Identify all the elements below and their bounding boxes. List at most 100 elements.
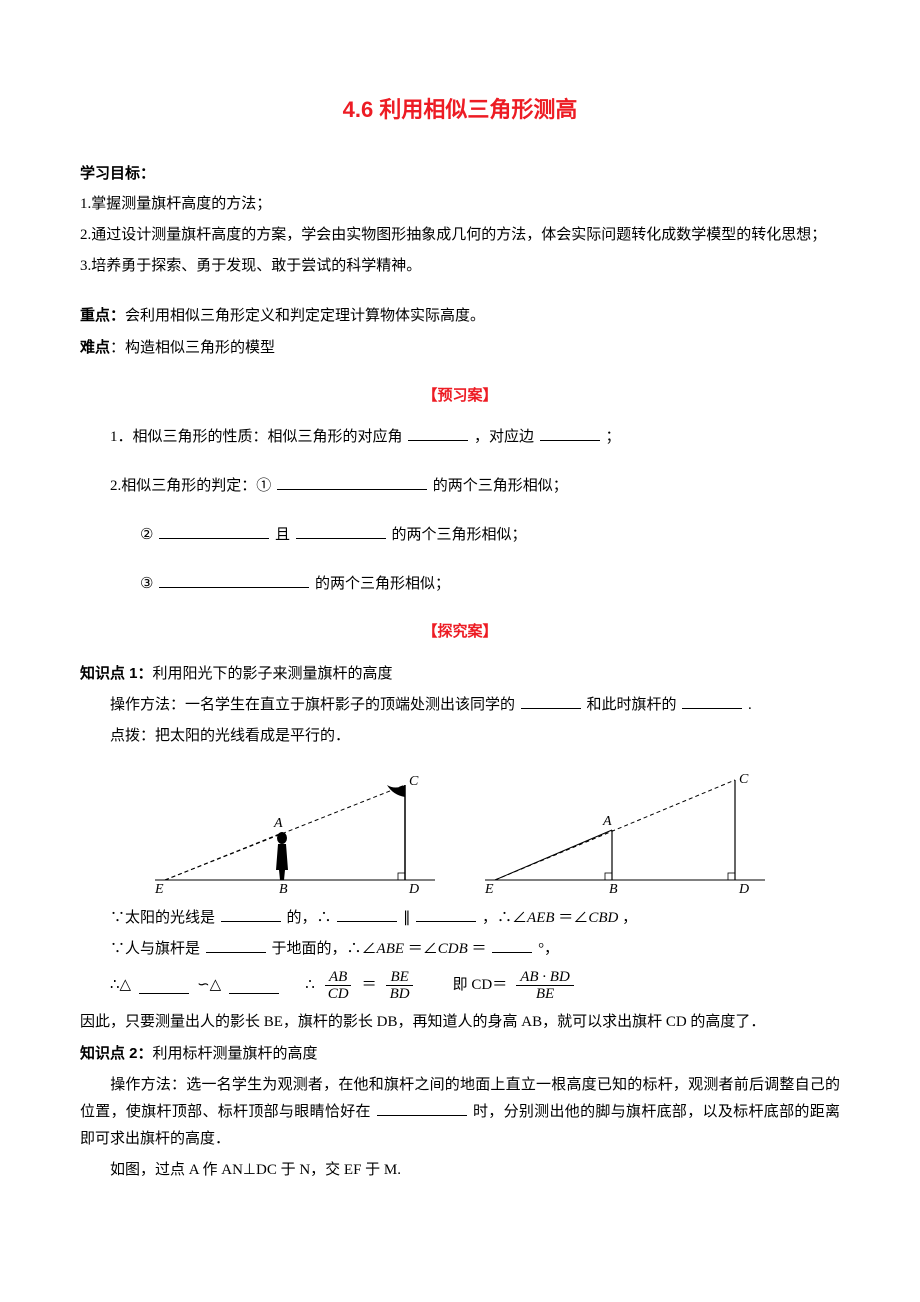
text: ，∴∠ xyxy=(482,910,527,926)
person-icon xyxy=(276,832,288,880)
kp2-label: 知识点 2： xyxy=(80,1045,153,1062)
learning-goal-3: 3.培养勇于探索、勇于发现、敢于尝试的科学精神。 xyxy=(80,253,840,280)
text: 的两个三角形相似； xyxy=(391,527,526,543)
blank xyxy=(682,693,742,709)
angle: CDB xyxy=(438,941,468,957)
text: ∽△ xyxy=(197,972,221,999)
hardpoint-row: 难点：构造相似三角形的模型 xyxy=(80,334,840,362)
text: ③ xyxy=(140,576,153,592)
label-A: A xyxy=(602,814,612,829)
kp1-operation: 操作方法：一名学生在直立于旗杆影子的顶端处测出该同学的 和此时旗杆的 . xyxy=(80,692,840,719)
text: ∴ xyxy=(305,972,315,999)
keypoint-label: 重点： xyxy=(80,307,125,324)
text: ∵人与旗杆是 xyxy=(110,941,200,957)
kp1-title: 利用阳光下的影子来测量旗杆的高度 xyxy=(153,666,393,682)
diagram-row: A B C D E A B C D E xyxy=(80,765,840,895)
label-A: A xyxy=(273,816,283,831)
text: ＝∠ xyxy=(408,941,438,957)
blank xyxy=(540,425,600,441)
blank xyxy=(416,906,476,922)
text: 2.相似三角形的判定：① xyxy=(110,478,271,494)
learning-goal-2: 2.通过设计测量旗杆高度的方案，学会由实物图形抽象成几何的方法，体会实际问题转化… xyxy=(80,222,840,249)
label-E: E xyxy=(484,882,494,895)
text: . xyxy=(748,697,752,713)
page-title: 4.6 利用相似三角形测高 xyxy=(80,90,840,130)
angle: CBD xyxy=(588,910,618,926)
kp2-figure-text: 如图，过点 A 作 AN⊥DC 于 N，交 EF 于 M. xyxy=(80,1157,840,1184)
text: 的两个三角形相似； xyxy=(315,576,450,592)
keypoint-row: 重点：会利用相似三角形定义和判定定理计算物体实际高度。 xyxy=(80,302,840,330)
keypoint-text: 会利用相似三角形定义和判定定理计算物体实际高度。 xyxy=(125,308,485,324)
learning-goal-1: 1.掌握测量旗杆高度的方法； xyxy=(80,191,840,218)
label-B: B xyxy=(279,882,288,895)
kp1-label: 知识点 1： xyxy=(80,665,153,682)
text: 操作方法：一名学生在直立于旗杆影子的顶端处测出该同学的 xyxy=(110,697,515,713)
text: ， xyxy=(622,910,637,926)
fraction-3: AB · BD BE xyxy=(516,969,574,1003)
text: ； xyxy=(606,429,621,445)
equals: ＝ xyxy=(362,972,377,999)
numerator: AB xyxy=(325,969,351,987)
text: ② xyxy=(140,527,153,543)
learning-goal-header: 学习目标： xyxy=(80,160,840,187)
deriv-line-2: ∵人与旗杆是 于地面的，∴∠ABE ＝∠CDB ＝ °， xyxy=(80,936,840,963)
kp1-hint: 点拨：把太阳的光线看成是平行的． xyxy=(80,723,840,750)
fraction-1: AB CD xyxy=(324,969,353,1003)
denominator: BD xyxy=(386,986,414,1003)
text: ＝ xyxy=(472,941,487,957)
label-D: D xyxy=(408,882,419,895)
label-E: E xyxy=(154,882,164,895)
text: ∥ xyxy=(403,910,411,926)
text: 的，∴ xyxy=(287,910,332,926)
diagram-left: A B C D E xyxy=(145,765,445,895)
text: 和此时旗杆的 xyxy=(587,697,677,713)
blank xyxy=(221,906,281,922)
kp1-row: 知识点 1：利用阳光下的影子来测量旗杆的高度 xyxy=(80,660,840,688)
hardpoint-label: 难点 xyxy=(80,339,110,356)
blank xyxy=(229,978,279,994)
deriv-line-1: ∵太阳的光线是 的，∴ ∥ ，∴∠AEB ＝∠CBD ， xyxy=(80,905,840,932)
label-C: C xyxy=(739,772,749,787)
kp2-row: 知识点 2：利用标杆测量旗杆的高度 xyxy=(80,1040,840,1068)
text: ∴△ xyxy=(110,972,131,999)
denominator: BE xyxy=(532,986,558,1003)
hardpoint-text: ：构造相似三角形的模型 xyxy=(110,340,275,356)
blank xyxy=(492,937,532,953)
numerator: AB · BD xyxy=(516,969,574,987)
text: 的两个三角形相似； xyxy=(433,478,568,494)
blank xyxy=(159,523,269,539)
blank xyxy=(408,425,468,441)
blank xyxy=(337,906,397,922)
preview-line-1: 1．相似三角形的性质：相似三角形的对应角 ，对应边 ； xyxy=(80,424,840,451)
blank xyxy=(159,572,309,588)
blank xyxy=(139,978,189,994)
denominator: CD xyxy=(324,986,353,1003)
text: °， xyxy=(538,941,559,957)
text: ＝∠ xyxy=(558,910,588,926)
text: 1．相似三角形的性质：相似三角形的对应角 xyxy=(110,429,403,445)
deriv-line-3: ∴△ ∽△ ∴ AB CD ＝ BE BD 即 CD＝ AB · BD BE xyxy=(110,969,840,1003)
kp2-operation: 操作方法：选一名学生为观测者，在他和旗杆之间的地面上直立一根高度已知的标杆，观测… xyxy=(80,1072,840,1153)
kp2-title: 利用标杆测量旗杆的高度 xyxy=(153,1046,318,1062)
text: 即 CD＝ xyxy=(453,972,508,999)
fraction-2: BE BD xyxy=(386,969,414,1003)
diagram-right: A B C D E xyxy=(475,765,775,895)
explore-header: 【探究案】 xyxy=(80,618,840,645)
angle: ABE xyxy=(377,941,405,957)
text: ∵太阳的光线是 xyxy=(110,910,215,926)
blank xyxy=(296,523,386,539)
angle: AEB xyxy=(527,910,555,926)
text: ，对应边 xyxy=(474,429,534,445)
label-B: B xyxy=(609,882,618,895)
preview-line-4: ③ 的两个三角形相似； xyxy=(80,571,840,598)
preview-line-3: ② 且 的两个三角形相似； xyxy=(80,522,840,549)
blank xyxy=(521,693,581,709)
preview-header: 【预习案】 xyxy=(80,382,840,409)
preview-line-2: 2.相似三角形的判定：① 的两个三角形相似； xyxy=(80,473,840,500)
label-C: C xyxy=(409,774,419,789)
text: 且 xyxy=(275,527,290,543)
label-D: D xyxy=(738,882,749,895)
blank xyxy=(206,937,266,953)
text: 于地面的，∴∠ xyxy=(272,941,377,957)
blank xyxy=(377,1100,467,1116)
